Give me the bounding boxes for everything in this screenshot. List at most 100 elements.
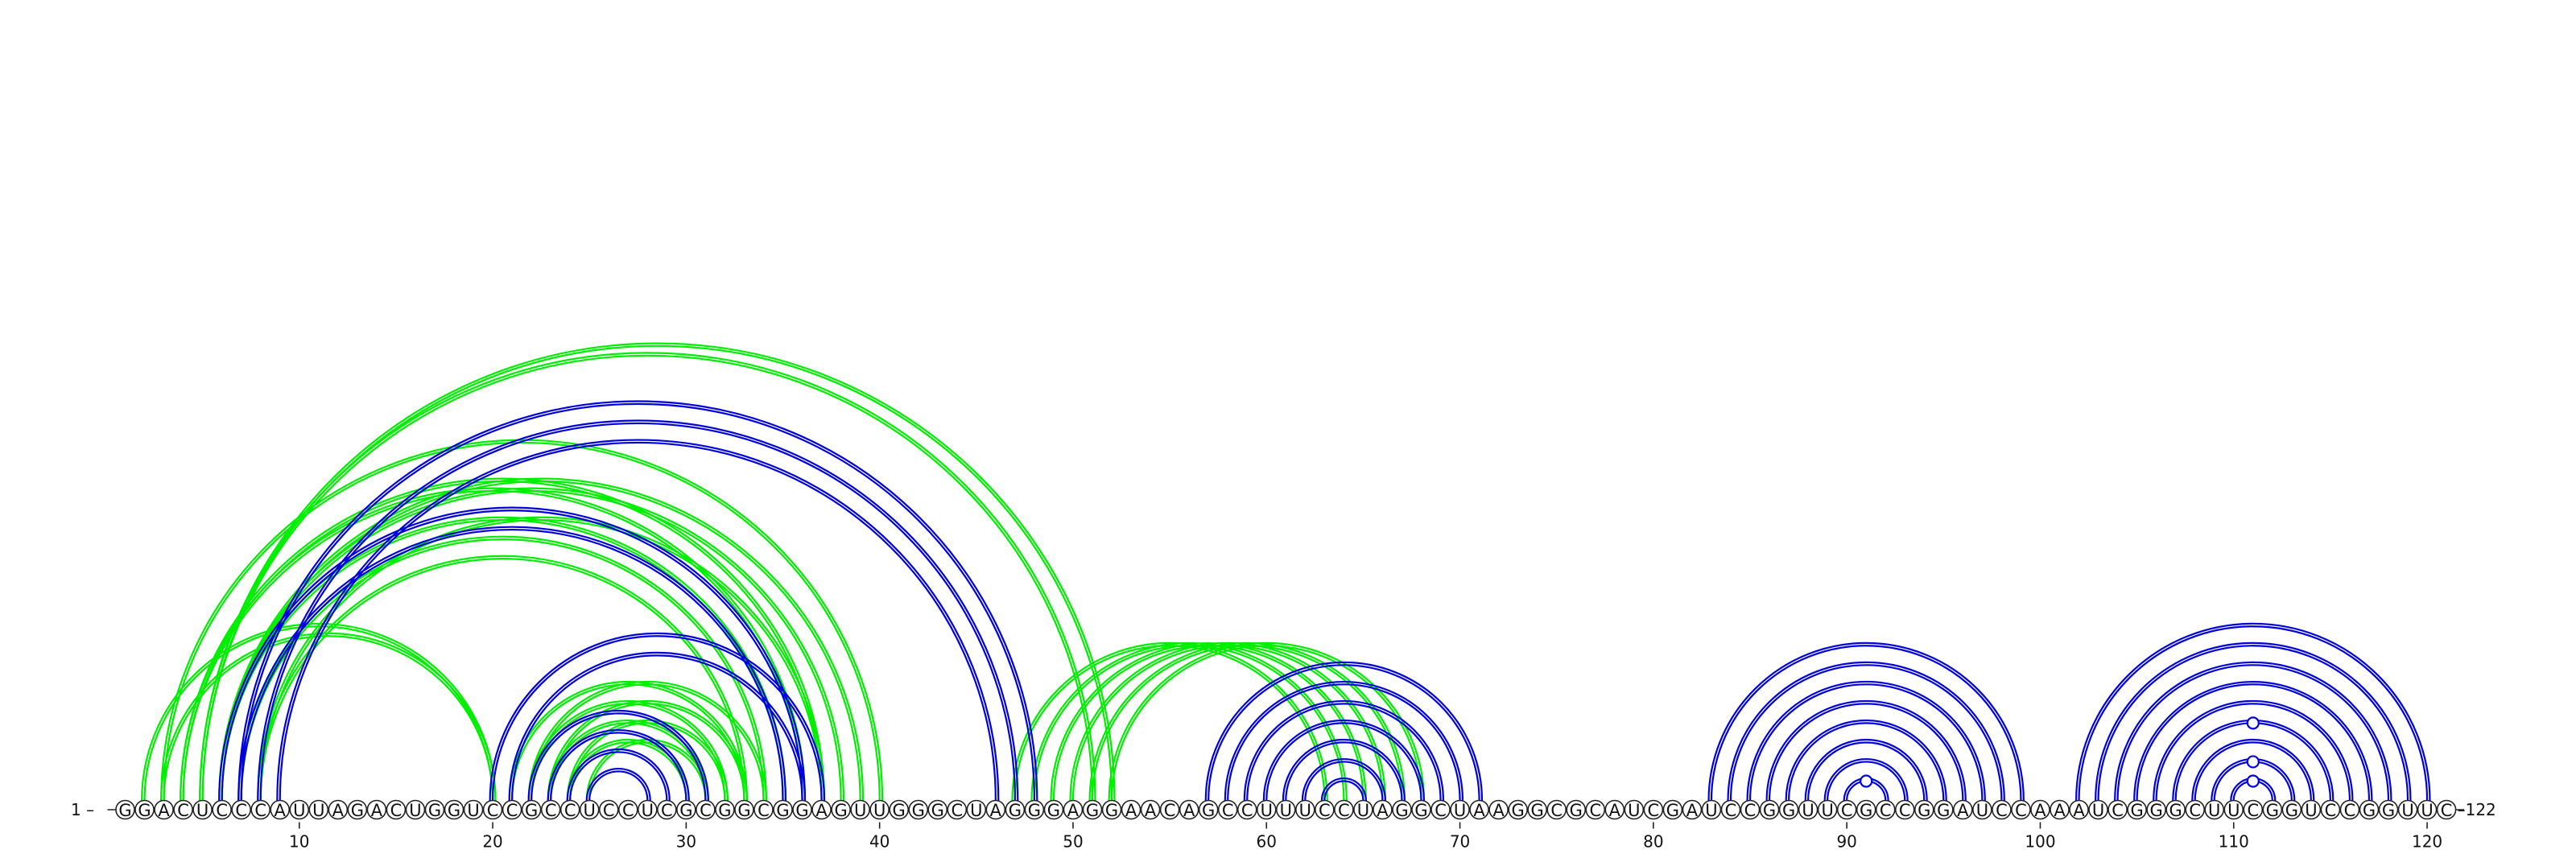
nucleotide-circle [1913, 799, 1934, 820]
arc-blue-106-116 [2155, 703, 2351, 801]
nucleotide: A [270, 799, 291, 820]
arc-green-6-39 [218, 477, 865, 801]
arc-green-48-64 [1033, 645, 1345, 801]
nucleotide-letter: U [1802, 801, 1814, 820]
nucleotide-circle [1856, 799, 1876, 820]
arc-blue-25-28 [588, 770, 649, 801]
nucleotide: U [308, 799, 329, 820]
arc-blue-7-48 [240, 402, 1036, 801]
nucleotide: G [773, 799, 793, 820]
nucleotide-letter: G [776, 801, 789, 820]
nucleotide-letter: C [1435, 801, 1447, 820]
nucleotide: G [2146, 799, 2166, 820]
nucleotide-circle [250, 799, 271, 820]
nucleotide-letter: C [1899, 801, 1911, 820]
nucleotide: A [1682, 799, 1703, 820]
loop-markers-layer [1860, 716, 2260, 788]
tick-label-30: 30 [676, 832, 696, 852]
nucleotide: U [289, 799, 310, 820]
nucleotide-circle [715, 799, 735, 820]
nucleotide: G [1778, 799, 1799, 820]
nucleotide-letter: G [428, 801, 441, 820]
nucleotide-circle [134, 799, 155, 820]
arc-green-23-33 [547, 699, 748, 801]
arc-green-24-32 [569, 722, 726, 801]
nucleotide: C [559, 799, 580, 820]
nucleotide-letter: C [1338, 801, 1350, 820]
nucleotide-letter: G [1395, 801, 1408, 820]
nucleotide-letter: A [158, 801, 170, 820]
nucleotide-letter: C [1222, 801, 1234, 820]
nucleotide: G [1101, 799, 1122, 820]
nucleotide: G [2127, 799, 2147, 820]
nucleotide-circle [521, 799, 542, 820]
nucleotide-letter: C [1744, 801, 1757, 820]
arc-blue-86-96 [1765, 699, 1967, 801]
nucleotide: C [231, 799, 251, 820]
nucleotide: A [328, 799, 349, 820]
nucleotide-letter: A [1492, 801, 1505, 820]
nucleotide: A [1488, 799, 1509, 820]
nucleotide: U [850, 799, 870, 820]
arc-blue-84-98 [1727, 661, 2005, 801]
nucleotide-letter: U [409, 801, 421, 820]
nucleotide: U [2397, 799, 2418, 820]
nucleotide: G [347, 799, 368, 820]
nucleotide-circle [927, 799, 948, 820]
nucleotide-circle [289, 799, 310, 820]
nucleotide-letter: U [2401, 801, 2413, 820]
nucleotide-circle [1875, 799, 1896, 820]
nucleotide-letter: G [1512, 801, 1525, 820]
nucleotide: G [2262, 799, 2283, 820]
nucleotide: U [2417, 799, 2438, 820]
nucleotide-circle [173, 799, 193, 820]
nucleotide-circle [657, 799, 677, 820]
nucleotide-circle [696, 799, 716, 820]
nucleotide-letter: U [1628, 801, 1640, 820]
nucleotide: C [1236, 799, 1257, 820]
nucleotide: G [1913, 799, 1934, 820]
nucleotide-circle [579, 799, 600, 820]
nucleotide: U [463, 799, 484, 820]
nucleotide-letter: A [2054, 801, 2066, 820]
nucleotide-letter: G [2150, 801, 2163, 820]
arc-blue-59-69 [1246, 703, 1442, 801]
nucleotide-letter: U [642, 801, 654, 820]
arc-green-3-40 [163, 441, 881, 801]
nucleotide-circle [1798, 799, 1818, 820]
nucleotide-circle [1701, 799, 1722, 820]
nucleotide-letter: U [196, 801, 208, 820]
nucleotide-letter: G [2169, 801, 2182, 820]
nucleotide-letter: G [1570, 801, 1583, 820]
nucleotide: C [386, 799, 407, 820]
arc-green-48-64 [1030, 641, 1348, 801]
nucleotide-letter: C [1880, 801, 1892, 820]
nucleotide-circle [2127, 799, 2147, 820]
nucleotide: C [540, 799, 561, 820]
nucleotide: C [2436, 799, 2457, 820]
nucleotide-letter: C [1319, 801, 1331, 820]
nucleotide-letter: G [679, 801, 692, 820]
tick-label-70: 70 [1450, 832, 1470, 852]
arc-blue-61-67 [1285, 741, 1403, 801]
nucleotide: C [1430, 799, 1451, 820]
nucleotide-circle [1894, 799, 1915, 820]
nucleotide: C [617, 799, 638, 820]
nucleotide-circle [773, 799, 793, 820]
nucleotide: U [2088, 799, 2108, 820]
nucleotide-circle [1334, 799, 1354, 820]
arc-green-50-66 [1071, 645, 1384, 801]
nucleotide: U [405, 799, 426, 820]
nucleotide-circle [1759, 799, 1780, 820]
nucleotide-circle [1972, 799, 1992, 820]
nucleotide-circle [1720, 799, 1741, 820]
nucleotide: A [1469, 799, 1489, 820]
nucleotide-letter: C [1996, 801, 2008, 820]
nucleotide-letter: C [2112, 801, 2124, 820]
arc-green-5-52 [201, 344, 1113, 801]
nucleotide-circle [908, 799, 929, 820]
nucleotide-circle [1778, 799, 1799, 820]
nucleotide: C [1546, 799, 1567, 820]
nucleotide: C [2320, 799, 2341, 820]
arc-blue-102-120 [2078, 625, 2429, 801]
